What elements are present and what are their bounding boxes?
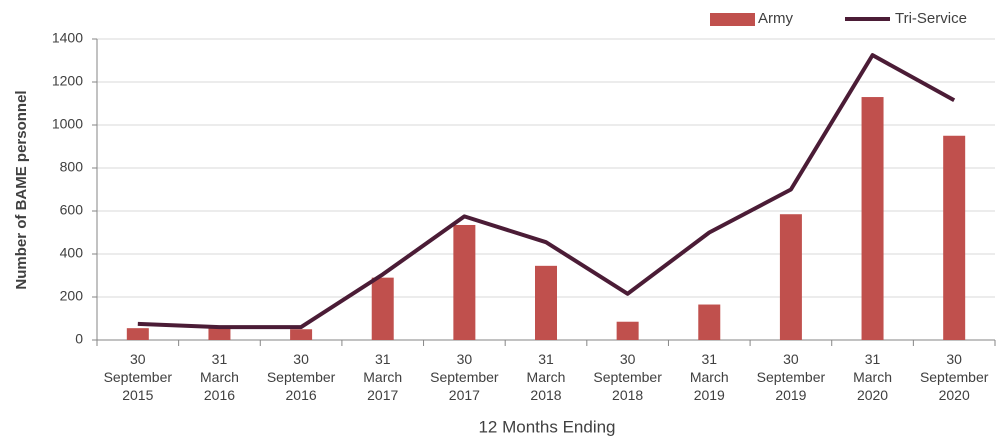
y-tick-label: 1400 <box>52 30 83 46</box>
bar <box>371 277 394 340</box>
bar <box>943 135 966 340</box>
bar <box>616 321 639 340</box>
legend-swatch <box>710 13 755 26</box>
legend-label: Tri-Service <box>895 10 967 27</box>
x-tick-label: 30 September 2016 <box>267 351 336 403</box>
bar <box>208 327 231 340</box>
y-tick-label: 1000 <box>52 116 83 132</box>
y-tick-label: 800 <box>60 159 84 175</box>
y-tick-label: 400 <box>60 245 84 261</box>
y-tick-label: 600 <box>60 202 84 218</box>
y-axis-label: Number of BAME personnel <box>13 90 30 289</box>
line <box>137 53 956 330</box>
x-tick-label: 31 March 2020 <box>853 351 892 403</box>
x-tick-label: 31 March 2017 <box>363 351 402 403</box>
x-axis-label: 12 Months Ending <box>478 417 615 436</box>
x-tick-label: 30 September 2020 <box>920 351 989 403</box>
bar <box>698 304 721 340</box>
bar <box>535 265 557 340</box>
x-tick-label: 31 March 2019 <box>690 351 729 403</box>
y-tick-label: 1200 <box>52 73 83 89</box>
bar <box>126 328 149 340</box>
y-tick-label: 200 <box>60 288 84 304</box>
x-tick-label: 31 March 2018 <box>527 351 566 403</box>
bar <box>453 224 476 340</box>
x-tick-label: 30 September 2018 <box>593 351 662 403</box>
x-tick-label: 30 September 2019 <box>757 351 826 403</box>
x-tick-label: 30 September 2015 <box>104 351 173 403</box>
legend-label: Army <box>758 10 793 27</box>
y-tick-label: 0 <box>75 331 83 347</box>
bar <box>290 329 313 340</box>
x-tick-label: 30 September 2017 <box>430 351 499 403</box>
x-tick-label: 31 March 2016 <box>200 351 239 403</box>
bar <box>779 214 802 340</box>
bar <box>861 97 884 340</box>
